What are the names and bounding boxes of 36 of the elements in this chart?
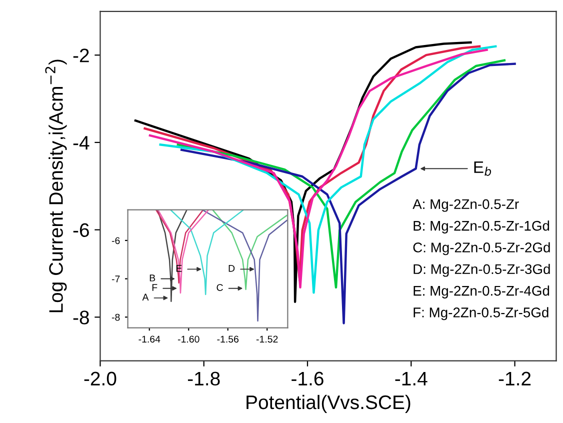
y-tick-label: -2 <box>73 48 89 62</box>
x-tick-label: -1.60 <box>178 336 200 343</box>
line-series <box>158 210 209 294</box>
x-tick-label: -1.52 <box>256 336 278 343</box>
annotation: E$_{b}$ <box>474 161 492 176</box>
x-tick-label: -1.56 <box>217 336 239 343</box>
annotation: B <box>150 274 156 282</box>
line-series <box>202 210 288 322</box>
x-tick-label: -2.0 <box>84 372 116 386</box>
x-tick-label: -1.64 <box>138 336 160 343</box>
y-tick-label: -6 <box>73 223 89 238</box>
annotation: C <box>216 284 223 291</box>
line-series <box>156 210 204 284</box>
x-tick-label: -1.8 <box>188 372 220 386</box>
y-tick-label: -8 <box>112 314 120 321</box>
y-tick-label: -8 <box>73 310 89 324</box>
x-tick-label: -1.4 <box>395 372 428 386</box>
annotation: D <box>228 265 235 272</box>
annotation: A <box>142 294 149 300</box>
y-axis-title: Log Current Density,i(Acm$^{−2}$) <box>45 60 67 312</box>
annotation: F <box>152 284 158 291</box>
y-tick-label: -7 <box>112 276 120 282</box>
annotation: A: Mg-2Zn-0.5-Zr <box>412 199 519 212</box>
annotation: D: Mg-2Zn-0.5-Zr-3Gd <box>414 264 550 277</box>
x-tick-label: -1.2 <box>498 372 531 386</box>
line-series <box>157 210 188 302</box>
annotation: F: Mg-2Zn-0.5-Zr-5Gd <box>414 307 548 320</box>
x-axis-title: Potential(Vvs.SCE) <box>246 394 410 414</box>
line-series <box>212 210 288 290</box>
x-tick-label: -1.6 <box>292 372 324 386</box>
y-tick-label: -6 <box>112 237 120 244</box>
line-series <box>170 210 244 296</box>
annotation: C: Mg-2Zn-0.5-Zr-2Gd <box>413 242 550 256</box>
annotation: E: Mg-2Zn-0.5-Zr-4Gd <box>414 286 550 298</box>
annotation: B: Mg-2Zn-0.5-Zr-1Gd <box>414 220 550 234</box>
y-tick-label: -4 <box>73 136 90 150</box>
